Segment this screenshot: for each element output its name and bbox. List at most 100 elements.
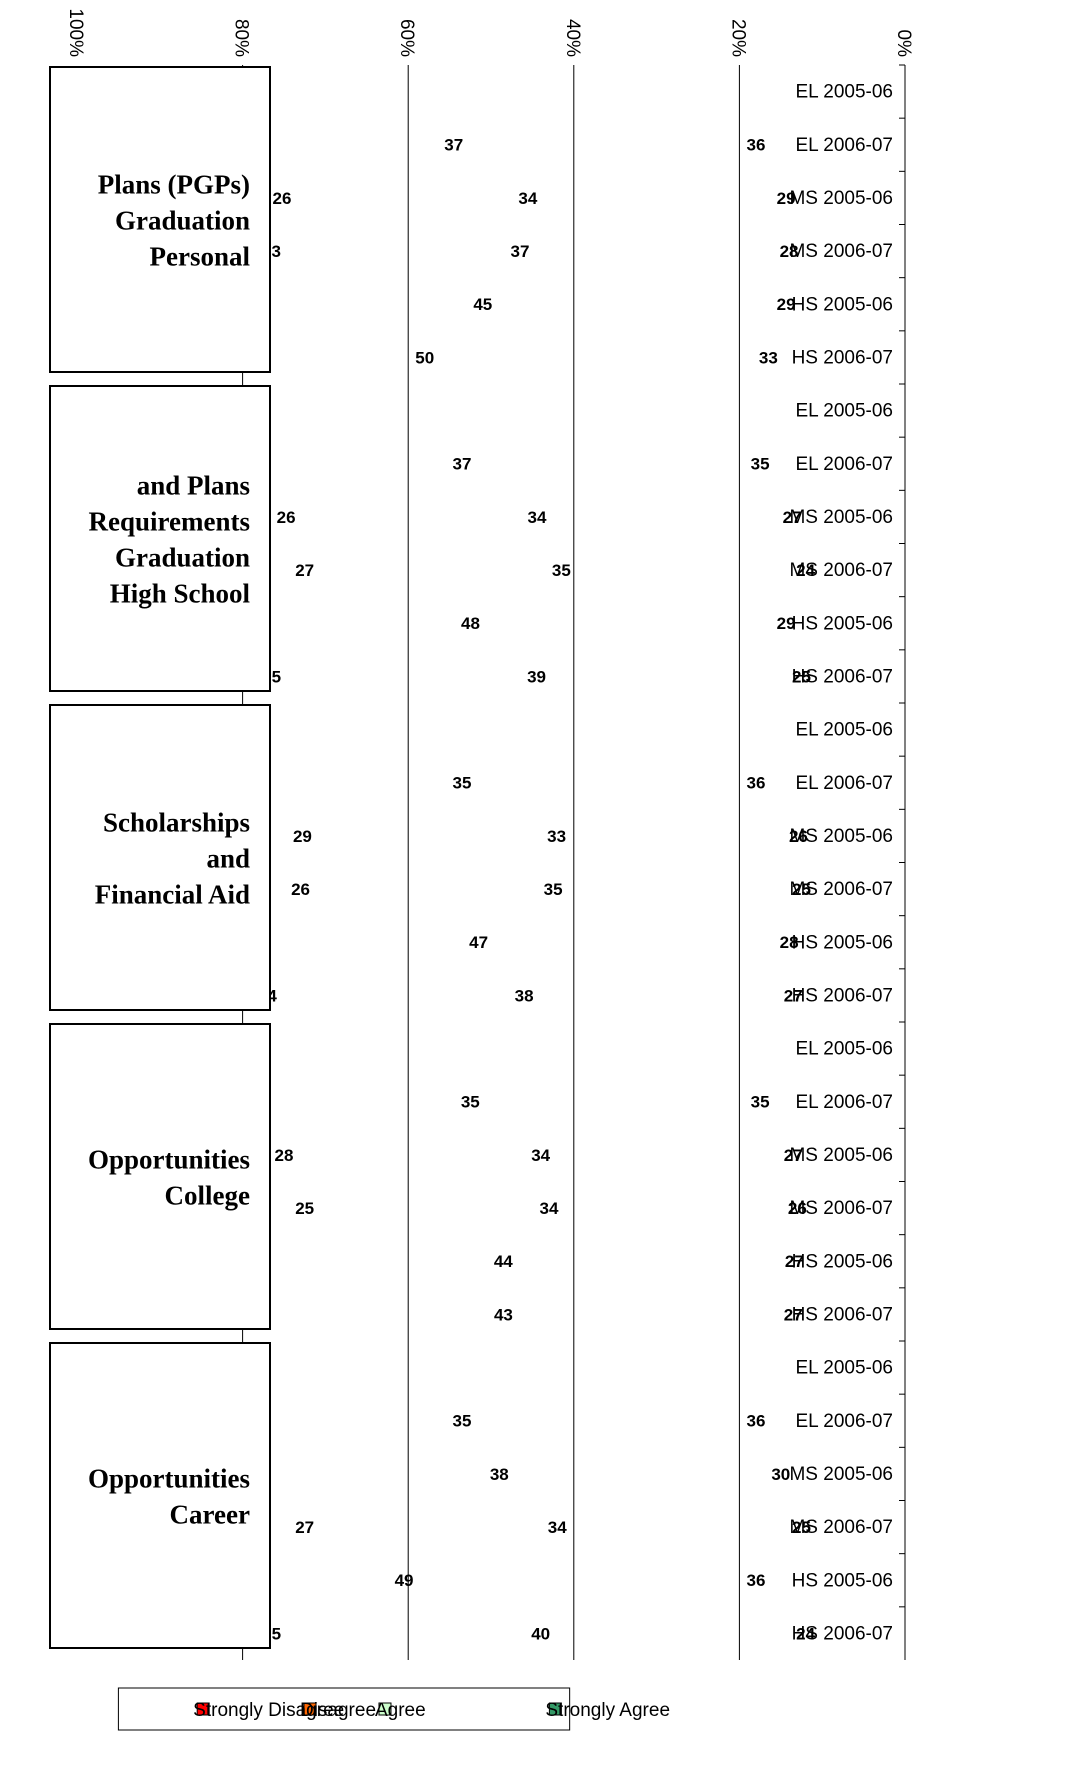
group-title-box [49, 66, 271, 373]
data-label: 25 [792, 1518, 811, 1537]
category-tick-label: HS 2005-06 [792, 1251, 893, 1272]
data-label: 38 [490, 1465, 509, 1484]
data-label: 33 [759, 348, 778, 367]
group-title-line: Plans (PGPs) [98, 170, 250, 200]
category-tick-label: EL 2006-07 [795, 1411, 893, 1432]
data-label: 34 [528, 508, 547, 527]
data-label: 27 [785, 1252, 804, 1271]
data-label: 24 [796, 1624, 815, 1643]
category-tick-label: HS 2006-07 [792, 985, 893, 1006]
group-title-line: and Plans [137, 471, 250, 501]
data-label: 35 [544, 880, 563, 899]
value-tick-label: 40% [562, 19, 583, 57]
category-tick-label: MS 2005-06 [789, 1145, 893, 1166]
group-title-line: Opportunities [88, 1145, 250, 1175]
data-label: 27 [295, 561, 314, 580]
data-label: 35 [751, 455, 770, 474]
data-label: 44 [494, 1252, 513, 1271]
legend-label: Strongly Disagree [193, 1700, 344, 1721]
category-tick-label: EL 2005-06 [795, 82, 893, 103]
data-label: 30 [771, 1465, 790, 1484]
group-title-line: Graduation [115, 543, 250, 573]
data-label: 27 [295, 1518, 314, 1537]
category-tick-label: MS 2006-07 [789, 1198, 893, 1219]
group-title-box [49, 704, 271, 1011]
data-label: 34 [539, 1199, 558, 1218]
legend-label: Disagree [300, 1700, 376, 1721]
category-tick-label: MS 2005-06 [789, 507, 893, 528]
data-label: 47 [469, 933, 488, 952]
data-label: 37 [511, 242, 530, 261]
rotated-chart-content: 3637161129342612283723122945207335012535… [49, 8, 914, 1731]
data-label: 28 [780, 933, 799, 952]
data-label: 34 [518, 189, 537, 208]
data-label: 27 [784, 986, 803, 1005]
value-tick-label: 0% [893, 30, 914, 58]
data-label: 24 [796, 561, 815, 580]
category-tick-label: EL 2005-06 [795, 720, 893, 741]
category-tick-label: HS 2005-06 [792, 1570, 893, 1591]
value-tick-label: 20% [727, 19, 748, 57]
category-tick-label: EL 2006-07 [795, 454, 893, 475]
data-label: 35 [461, 1093, 480, 1112]
category-tick-label: HS 2006-07 [792, 1304, 893, 1325]
category-tick-label: EL 2005-06 [795, 401, 893, 422]
category-tick-label: HS 2006-07 [792, 666, 893, 687]
category-tick-label: EL 2006-07 [795, 1092, 893, 1113]
data-label: 35 [751, 1093, 770, 1112]
category-tick-label: EL 2006-07 [795, 773, 893, 794]
data-label: 43 [494, 1305, 513, 1324]
axes [899, 64, 906, 1660]
data-label: 26 [788, 1199, 807, 1218]
category-tick-label: MS 2005-06 [789, 826, 893, 847]
data-label: 29 [293, 827, 312, 846]
category-tick-label: HS 2005-06 [792, 294, 893, 315]
legend-swatch-strongly-agree [548, 1702, 562, 1716]
data-label: 34 [531, 1146, 550, 1165]
legend-label: Strongly Agree [545, 1700, 670, 1721]
category-tick-label: MS 2006-07 [789, 879, 893, 900]
data-label: 48 [461, 614, 480, 633]
data-label: 36 [746, 136, 765, 155]
category-tick-label: MS 2005-06 [789, 188, 893, 209]
data-label: 25 [792, 880, 811, 899]
data-label: 28 [275, 1146, 294, 1165]
data-label: 36 [746, 1571, 765, 1590]
data-label: 45 [473, 295, 492, 314]
value-tick-label: 80% [231, 19, 252, 57]
category-tick-label: HS 2006-07 [792, 347, 893, 368]
data-label: 26 [789, 827, 808, 846]
data-label: 36 [746, 774, 765, 793]
group-title-box [49, 1342, 271, 1649]
data-label: 35 [552, 561, 571, 580]
category-tick-label: HS 2006-07 [792, 1623, 893, 1644]
data-label: 29 [777, 614, 796, 633]
data-label: 34 [548, 1518, 567, 1537]
category-tick-label: MS 2005-06 [789, 1464, 893, 1485]
legend-swatch-disagree [303, 1702, 317, 1716]
group-title-line: Personal [150, 242, 251, 272]
data-label: 37 [444, 136, 463, 155]
data-label: 50 [415, 348, 434, 367]
data-label: 27 [784, 1305, 803, 1324]
category-tick-label: EL 2005-06 [795, 1039, 893, 1060]
data-label: 39 [527, 667, 546, 686]
group-title-line: Career [170, 1500, 250, 1530]
data-label: 29 [777, 295, 796, 314]
category-tick-label: HS 2005-06 [792, 932, 893, 953]
group-title-line: Graduation [115, 206, 250, 236]
group-title-line: Financial Aid [95, 880, 250, 910]
group-title-line: Requirements [89, 507, 251, 537]
data-label: 25 [792, 667, 811, 686]
data-label: 27 [784, 1146, 803, 1165]
data-label: 33 [547, 827, 566, 846]
group-title-line: College [165, 1181, 250, 1211]
data-label: 28 [780, 242, 799, 261]
category-tick-label: MS 2006-07 [789, 1517, 893, 1538]
category-tick-label: MS 2006-07 [789, 560, 893, 581]
category-tick-label: EL 2005-06 [795, 1358, 893, 1379]
category-tick-label: EL 2006-07 [795, 135, 893, 156]
value-tick-label: 100% [65, 8, 86, 57]
data-label: 35 [453, 774, 472, 793]
